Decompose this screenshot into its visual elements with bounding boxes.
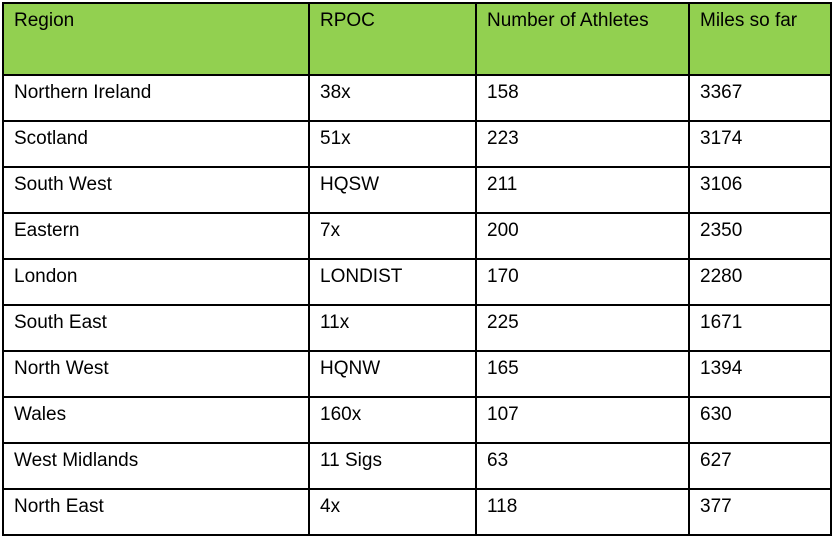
table-cell: London — [2, 258, 310, 306]
header-row: Region RPOC Number of Athletes Miles so far — [2, 2, 832, 76]
table-cell: 38x — [308, 74, 477, 122]
table-cell: 158 — [475, 74, 690, 122]
table-body: Northern Ireland 38x 158 3367 Scotland 51x 223… — [2, 74, 832, 536]
table-cell: 63 — [475, 442, 690, 490]
header-cell: Region — [2, 2, 310, 76]
table-cell: North East — [2, 488, 310, 536]
table-cell: South East — [2, 304, 310, 352]
table-cell: 377 — [688, 488, 832, 536]
table-row: Eastern 7x 200 2350 — [2, 212, 832, 260]
table-row: West Midlands 11 Sigs 63 627 — [2, 442, 832, 490]
table-cell: Northern Ireland — [2, 74, 310, 122]
table-cell: Wales — [2, 396, 310, 444]
header-cell: Number of Athletes — [475, 2, 690, 76]
table-cell: 4x — [308, 488, 477, 536]
table-cell: 2280 — [688, 258, 832, 306]
table-row: South East 11x 225 1671 — [2, 304, 832, 352]
header-cell: RPOC — [308, 2, 477, 76]
table-cell: 627 — [688, 442, 832, 490]
table-cell: 118 — [475, 488, 690, 536]
table-cell: West Midlands — [2, 442, 310, 490]
table-cell: 3106 — [688, 166, 832, 214]
table-cell: 225 — [475, 304, 690, 352]
table-cell: 2350 — [688, 212, 832, 260]
table-cell: 1394 — [688, 350, 832, 398]
table-row: Scotland 51x 223 3174 — [2, 120, 832, 168]
table-cell: 165 — [475, 350, 690, 398]
table-cell: 11 Sigs — [308, 442, 477, 490]
table-cell: 3367 — [688, 74, 832, 122]
table-cell: 200 — [475, 212, 690, 260]
table-cell: South West — [2, 166, 310, 214]
table-cell: 160x — [308, 396, 477, 444]
table-row: South West HQSW 211 3106 — [2, 166, 832, 214]
table-row: Northern Ireland 38x 158 3367 — [2, 74, 832, 122]
table-cell: 7x — [308, 212, 477, 260]
table-cell: North West — [2, 350, 310, 398]
table-cell: 223 — [475, 120, 690, 168]
table-cell: 170 — [475, 258, 690, 306]
table-cell: 1671 — [688, 304, 832, 352]
table-cell: Scotland — [2, 120, 310, 168]
table-cell: 51x — [308, 120, 477, 168]
table-row: North West HQNW 165 1394 — [2, 350, 832, 398]
table-cell: 211 — [475, 166, 690, 214]
table-cell: LONDIST — [308, 258, 477, 306]
table-cell: HQNW — [308, 350, 477, 398]
table-row: North East 4x 118 377 — [2, 488, 832, 536]
table-row: London LONDIST 170 2280 — [2, 258, 832, 306]
table-cell: 630 — [688, 396, 832, 444]
table-cell: 107 — [475, 396, 690, 444]
table-cell: HQSW — [308, 166, 477, 214]
table-row: Wales 160x 107 630 — [2, 396, 832, 444]
table-cell: Eastern — [2, 212, 310, 260]
header-cell: Miles so far — [688, 2, 832, 76]
table-cell: 3174 — [688, 120, 832, 168]
table-cell: 11x — [308, 304, 477, 352]
